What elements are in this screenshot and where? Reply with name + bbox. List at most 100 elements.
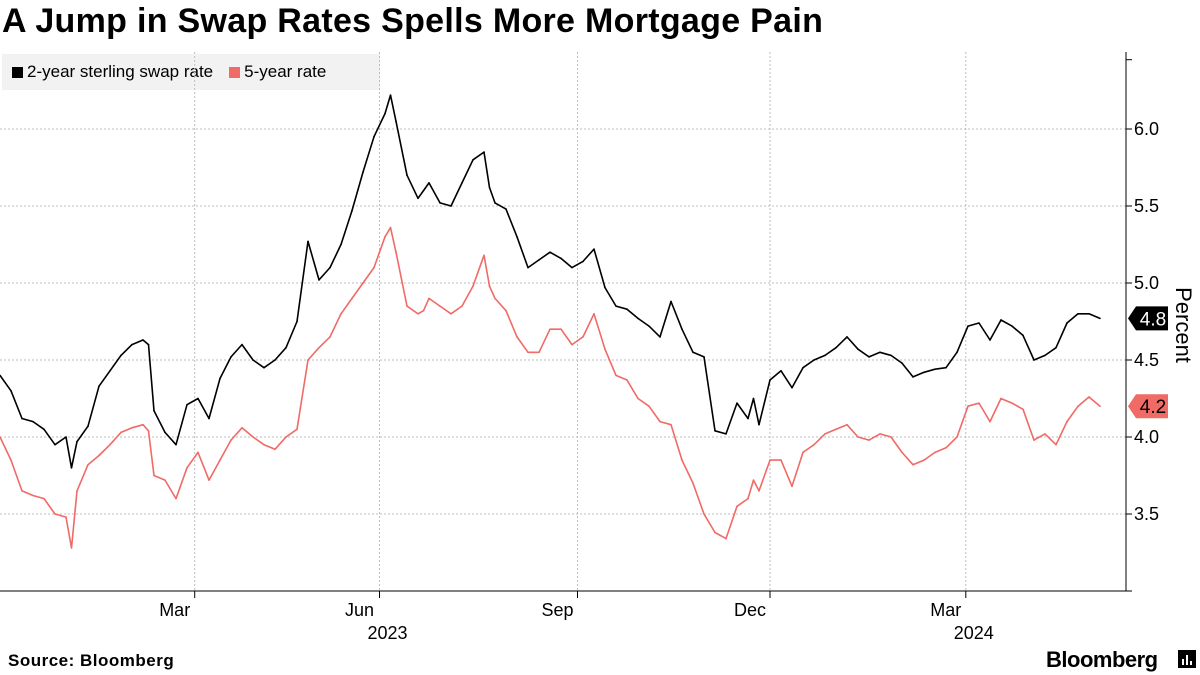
end-value-tag-5yr <box>1128 394 1168 419</box>
data-point-2yr <box>1066 322 1068 324</box>
data-point-5yr <box>648 405 650 408</box>
bloomberg-chart-icon <box>1178 650 1196 668</box>
data-point-2yr <box>422 189 425 192</box>
data-point-2yr <box>736 402 738 404</box>
data-point-5yr <box>373 266 375 269</box>
data-point-5yr <box>461 305 463 307</box>
data-point-5yr <box>791 485 793 488</box>
data-point-5yr <box>406 305 408 307</box>
data-point-2yr <box>488 186 491 189</box>
data-point-2yr <box>1000 319 1002 321</box>
data-point-2yr <box>219 377 221 380</box>
data-point-5yr <box>351 297 353 300</box>
data-point-2yr <box>65 436 67 438</box>
data-point-5yr <box>758 490 760 492</box>
data-point-5yr <box>362 282 364 284</box>
data-point-5yr <box>1033 439 1035 441</box>
data-point-2yr <box>263 366 265 369</box>
data-point-2yr <box>109 369 111 372</box>
data-point-2yr <box>659 336 661 338</box>
data-point-5yr <box>164 479 166 481</box>
data-point-2yr <box>318 279 320 281</box>
data-point-2yr <box>989 339 991 341</box>
data-point-5yr <box>153 474 155 477</box>
data-point-5yr <box>131 426 133 429</box>
data-point-2yr <box>450 205 452 207</box>
legend-label-5yr: 5-year rate <box>244 62 327 81</box>
data-point-2yr <box>274 359 276 361</box>
data-point-5yr <box>912 463 914 466</box>
data-point-5yr <box>747 497 749 500</box>
data-point-2yr <box>230 356 232 358</box>
data-point-5yr <box>824 433 826 435</box>
data-point-2yr <box>1077 313 1079 315</box>
data-point-5yr <box>670 423 672 426</box>
data-point-5yr <box>65 516 67 518</box>
data-point-5yr <box>956 436 958 438</box>
y-tick-label: 6.0 <box>1134 119 1159 139</box>
data-point-2yr <box>901 362 903 364</box>
data-point-2yr <box>956 351 958 354</box>
data-point-5yr <box>527 351 529 354</box>
data-point-5yr <box>384 236 386 238</box>
data-point-5yr <box>659 420 661 423</box>
data-point-2yr <box>483 151 485 153</box>
data-point-5yr <box>296 428 298 431</box>
data-point-5yr <box>208 479 210 481</box>
data-point-5yr <box>472 285 474 287</box>
data-point-2yr <box>637 317 639 320</box>
legend-swatch-2yr <box>12 66 23 78</box>
data-point-5yr <box>626 379 628 381</box>
data-point-2yr <box>153 410 155 412</box>
data-point-5yr <box>109 443 111 446</box>
data-point-5yr <box>32 494 34 497</box>
data-point-2yr <box>769 379 771 381</box>
data-point-5yr <box>692 482 694 485</box>
data-point-2yr <box>164 431 166 434</box>
data-point-5yr <box>802 451 804 454</box>
data-point-5yr <box>389 226 392 229</box>
data-point-5yr <box>857 436 859 438</box>
data-point-5yr <box>560 328 562 331</box>
data-point-2yr <box>1088 313 1090 315</box>
x-year-label: 2024 <box>954 623 994 643</box>
data-point-5yr <box>714 531 716 534</box>
data-point-5yr <box>307 359 309 361</box>
data-point-2yr <box>505 208 507 210</box>
data-point-5yr <box>428 297 430 300</box>
data-point-5yr <box>582 336 584 338</box>
data-point-2yr <box>208 417 210 420</box>
series-line-2yr <box>0 94 1101 469</box>
data-point-2yr <box>912 376 914 378</box>
data-point-5yr <box>538 351 540 354</box>
data-point-2yr <box>824 354 826 357</box>
data-point-5yr <box>934 451 936 454</box>
legend-item-2yr: 2-year sterling swap rate <box>12 62 213 82</box>
data-point-2yr <box>692 351 694 354</box>
data-point-5yr <box>769 459 771 461</box>
data-point-5yr <box>186 467 188 469</box>
data-point-2yr <box>461 182 463 184</box>
legend-label-2yr: 2-year sterling swap rate <box>27 62 214 81</box>
data-point-2yr <box>549 251 551 253</box>
data-point-2yr <box>835 346 837 349</box>
data-point-2yr <box>560 257 562 260</box>
data-point-5yr <box>725 537 727 540</box>
data-point-2yr <box>395 120 397 123</box>
end-value-tag-2yr <box>1128 306 1168 331</box>
data-point-2yr <box>593 248 595 250</box>
data-point-2yr <box>120 354 122 357</box>
data-point-2yr <box>131 343 133 346</box>
data-point-2yr <box>10 390 12 392</box>
x-year-label: 2023 <box>367 623 407 643</box>
data-point-2yr <box>752 397 755 400</box>
data-point-5yr <box>76 490 78 492</box>
data-point-2yr <box>142 339 144 341</box>
data-point-5yr <box>450 313 452 315</box>
data-point-2yr <box>791 386 793 389</box>
data-point-5yr <box>978 402 980 404</box>
data-point-5yr <box>967 405 969 408</box>
data-point-2yr <box>516 236 518 238</box>
data-point-2yr <box>186 403 188 406</box>
data-point-2yr <box>890 354 892 357</box>
